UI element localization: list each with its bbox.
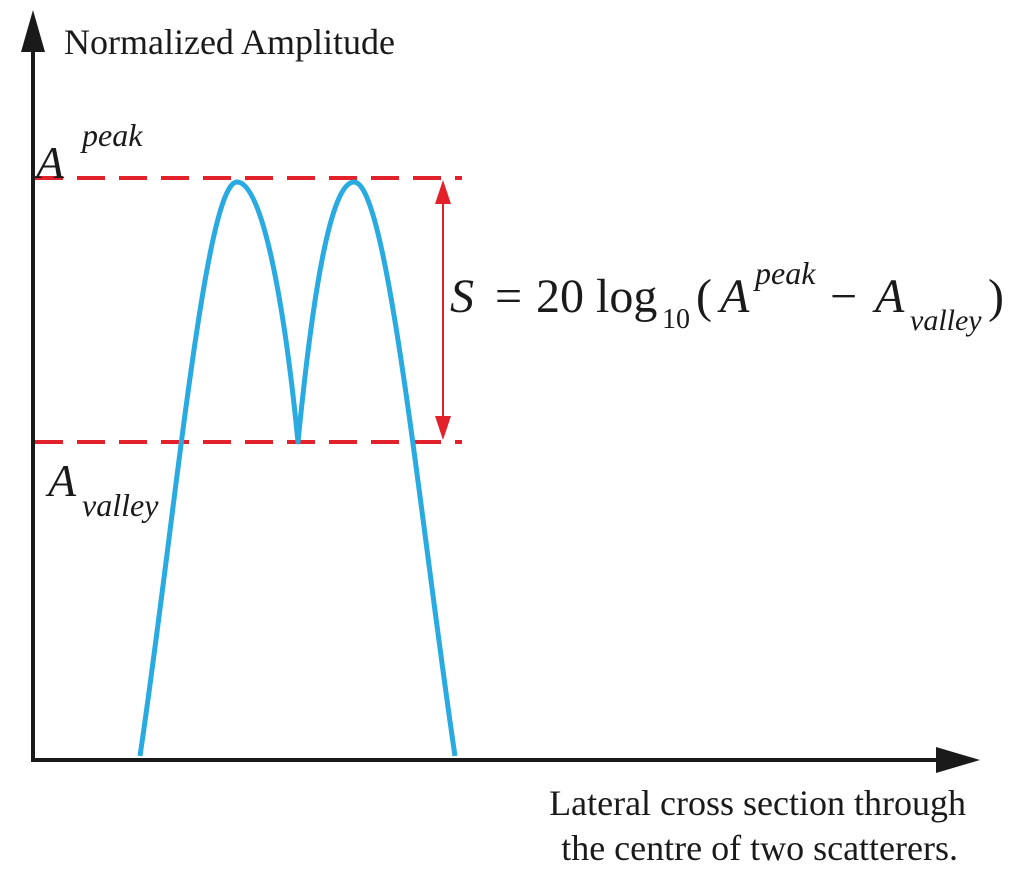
- formula-equals: =: [495, 270, 522, 323]
- axes: [31, 40, 950, 762]
- separation-arrow-top-head: [435, 180, 451, 204]
- separation-formula: S = 20 log 10 ( A peak − A valley ): [450, 255, 1004, 337]
- formula-a2-sub: valley: [910, 304, 982, 337]
- formula-minus: −: [830, 270, 857, 323]
- x-axis-label-line1: Lateral cross section through: [549, 783, 966, 823]
- formula-a1: A: [717, 270, 750, 323]
- x-axis-arrowhead: [936, 747, 980, 773]
- formula-close-paren: ): [988, 270, 1004, 323]
- formula-coef: 20: [536, 270, 584, 323]
- x-axis-label-line2: the centre of two scatterers.: [561, 828, 958, 868]
- peak-label: A peak: [33, 117, 143, 188]
- separation-arrow-bottom-head: [435, 416, 451, 440]
- peak-label-sup: peak: [80, 117, 143, 153]
- valley-label: A valley: [45, 455, 159, 523]
- formula-func-sub: 10: [662, 304, 690, 335]
- formula-open-paren: (: [696, 270, 712, 323]
- y-axis-arrowhead: [21, 10, 45, 52]
- valley-label-base: A: [45, 455, 77, 506]
- y-axis-label: Normalized Amplitude: [64, 22, 395, 62]
- peak-label-base: A: [33, 137, 65, 188]
- formula-a2: A: [872, 270, 905, 323]
- valley-label-sub: valley: [82, 487, 159, 523]
- amplitude-profile-curve: [137, 179, 458, 757]
- formula-func: log: [596, 270, 657, 323]
- formula-a1-sup: peak: [753, 255, 816, 291]
- formula-lhs: S: [450, 270, 474, 323]
